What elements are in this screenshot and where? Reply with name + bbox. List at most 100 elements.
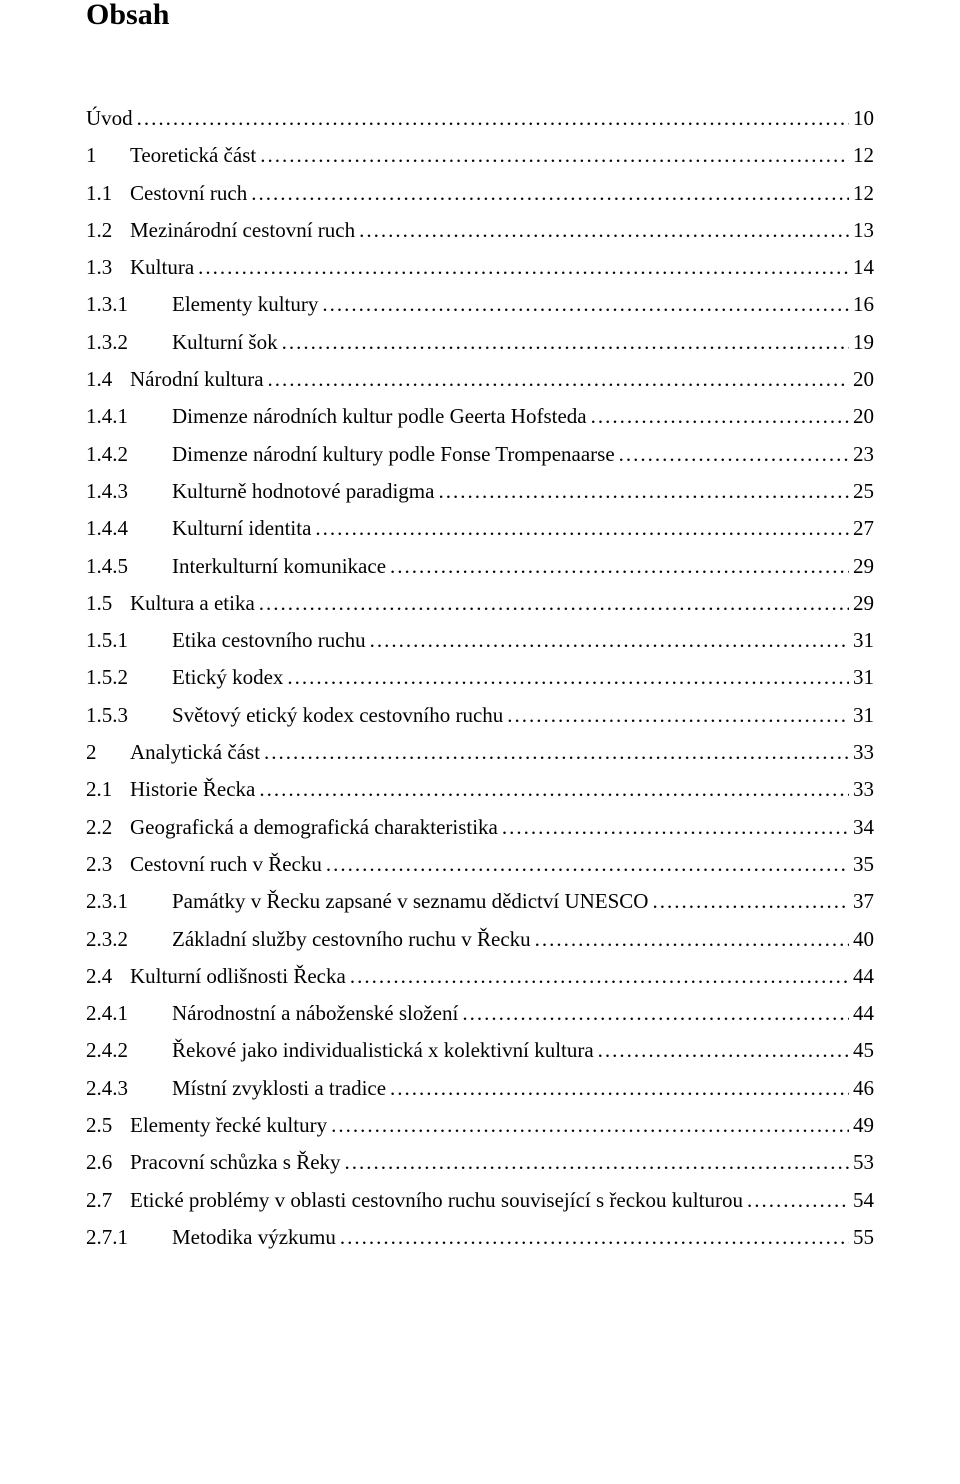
- toc-row: 1.5.1Etika cestovního ruchu31: [86, 630, 874, 651]
- toc-entry-label: Kultura: [130, 257, 198, 278]
- toc-row: 2.4.1Národnostní a náboženské složení44: [86, 1003, 874, 1024]
- toc-leader-dots: [598, 1040, 849, 1061]
- toc-leader-dots: [350, 966, 849, 987]
- toc-leader-dots: [287, 667, 849, 688]
- toc-entry-page: 45: [849, 1040, 874, 1061]
- toc-entry-label: Řekové jako individualistická x kolektiv…: [172, 1040, 598, 1061]
- toc-entry-page: 31: [849, 667, 874, 688]
- toc-entry-label: Mezinárodní cestovní ruch: [130, 220, 359, 241]
- toc-row: 2.3.1Památky v Řecku zapsané v seznamu d…: [86, 891, 874, 912]
- toc-entry-page: 29: [849, 556, 874, 577]
- toc-leader-dots: [282, 332, 849, 353]
- toc-row: 1.4Národní kultura 20: [86, 369, 874, 390]
- toc-list: Úvod101Teoretická část121.1Cestovní ruch…: [86, 108, 874, 1248]
- toc-row: 2.4.2Řekové jako individualistická x kol…: [86, 1040, 874, 1061]
- toc-row: 1.4.5Interkulturní komunikace29: [86, 556, 874, 577]
- toc-row: 1.4.3Kulturně hodnotové paradigma25: [86, 481, 874, 502]
- toc-entry-label: Památky v Řecku zapsané v seznamu dědict…: [172, 891, 652, 912]
- toc-entry-page: 44: [849, 966, 874, 987]
- toc-entry-page: 14: [849, 257, 874, 278]
- toc-row: 1.3.1Elementy kultury 16: [86, 294, 874, 315]
- toc-leader-dots: [315, 518, 849, 539]
- toc-entry-page: 31: [849, 705, 874, 726]
- toc-entry-number: 1.3.2: [86, 332, 172, 353]
- toc-entry-page: 23: [849, 444, 874, 465]
- toc-title: Obsah: [86, 0, 874, 30]
- toc-entry-page: 40: [849, 929, 874, 950]
- toc-leader-dots: [260, 145, 849, 166]
- toc-row: 2.3.2Základní služby cestovního ruchu v …: [86, 929, 874, 950]
- toc-entry-label: Elementy řecké kultury: [130, 1115, 331, 1136]
- toc-entry-number: 1.1: [86, 183, 130, 204]
- toc-row: 2Analytická část33: [86, 742, 874, 763]
- toc-entry-number: 2.4: [86, 966, 130, 987]
- toc-entry-number: 2.5: [86, 1115, 130, 1136]
- toc-leader-dots: [652, 891, 849, 912]
- toc-entry-page: 12: [849, 183, 874, 204]
- toc-leader-dots: [390, 556, 849, 577]
- toc-leader-dots: [259, 779, 849, 800]
- toc-entry-number: 1.5.1: [86, 630, 172, 651]
- toc-entry-page: 13: [849, 220, 874, 241]
- toc-row: 2.7.1Metodika výzkumu55: [86, 1227, 874, 1248]
- toc-row: 1.5.3Světový etický kodex cestovního ruc…: [86, 705, 874, 726]
- toc-leader-dots: [502, 817, 849, 838]
- toc-entry-page: 33: [849, 779, 874, 800]
- toc-leader-dots: [259, 593, 849, 614]
- toc-row: 1.5Kultura a etika29: [86, 593, 874, 614]
- toc-entry-label: Úvod: [86, 108, 137, 129]
- toc-row: 2.4Kulturní odlišnosti Řecka 44: [86, 966, 874, 987]
- toc-row: 1.4.1Dimenze národních kultur podle Geer…: [86, 406, 874, 427]
- toc-entry-number: 2.3.2: [86, 929, 172, 950]
- toc-entry-label: Kultura a etika: [130, 593, 259, 614]
- toc-entry-page: 20: [849, 369, 874, 390]
- toc-entry-page: 33: [849, 742, 874, 763]
- toc-entry-number: 2.7: [86, 1190, 130, 1211]
- toc-entry-label: Národní kultura: [130, 369, 268, 390]
- toc-entry-number: 1.4.5: [86, 556, 172, 577]
- toc-leader-dots: [322, 294, 849, 315]
- toc-row: 1.4.2Dimenze národní kultury podle Fonse…: [86, 444, 874, 465]
- toc-row: 1.5.2Etický kodex31: [86, 667, 874, 688]
- toc-entry-page: 35: [849, 854, 874, 875]
- toc-entry-number: 2.3.1: [86, 891, 172, 912]
- toc-entry-number: 1.4.2: [86, 444, 172, 465]
- toc-entry-label: Etické problémy v oblasti cestovního ruc…: [130, 1190, 747, 1211]
- toc-entry-number: 1.3.1: [86, 294, 172, 315]
- toc-entry-page: 54: [849, 1190, 874, 1211]
- toc-entry-number: 2.3: [86, 854, 130, 875]
- toc-leader-dots: [438, 481, 849, 502]
- toc-row: 2.1Historie Řecka33: [86, 779, 874, 800]
- toc-entry-page: 19: [849, 332, 874, 353]
- toc-entry-page: 16: [849, 294, 874, 315]
- toc-entry-number: 1.3: [86, 257, 130, 278]
- toc-leader-dots: [345, 1152, 849, 1173]
- toc-leader-dots: [747, 1190, 849, 1211]
- toc-entry-page: 53: [849, 1152, 874, 1173]
- toc-entry-label: Analytická část: [130, 742, 264, 763]
- toc-entry-page: 31: [849, 630, 874, 651]
- toc-entry-label: Kulturní odlišnosti Řecka: [130, 966, 350, 987]
- toc-leader-dots: [619, 444, 849, 465]
- toc-entry-page: 12: [849, 145, 874, 166]
- toc-entry-label: Elementy kultury: [172, 294, 322, 315]
- toc-row: 1Teoretická část12: [86, 145, 874, 166]
- toc-row: 1.2Mezinárodní cestovní ruch 13: [86, 220, 874, 241]
- toc-entry-number: 2.6: [86, 1152, 130, 1173]
- toc-entry-label: Geografická a demografická charakteristi…: [130, 817, 502, 838]
- toc-entry-label: Místní zvyklosti a tradice: [172, 1078, 390, 1099]
- toc-entry-label: Pracovní schůzka s Řeky: [130, 1152, 345, 1173]
- toc-entry-page: 29: [849, 593, 874, 614]
- toc-entry-label: Metodika výzkumu: [172, 1227, 340, 1248]
- toc-row: 2.7Etické problémy v oblasti cestovního …: [86, 1190, 874, 1211]
- toc-entry-number: 1.2: [86, 220, 130, 241]
- toc-entry-page: 37: [849, 891, 874, 912]
- toc-entry-page: 34: [849, 817, 874, 838]
- toc-leader-dots: [507, 705, 849, 726]
- toc-entry-number: 2.4.3: [86, 1078, 172, 1099]
- toc-entry-number: 1.4: [86, 369, 130, 390]
- toc-entry-page: 27: [849, 518, 874, 539]
- toc-page: Obsah Úvod101Teoretická část121.1Cestovn…: [0, 0, 960, 1484]
- toc-leader-dots: [370, 630, 849, 651]
- toc-leader-dots: [137, 108, 849, 129]
